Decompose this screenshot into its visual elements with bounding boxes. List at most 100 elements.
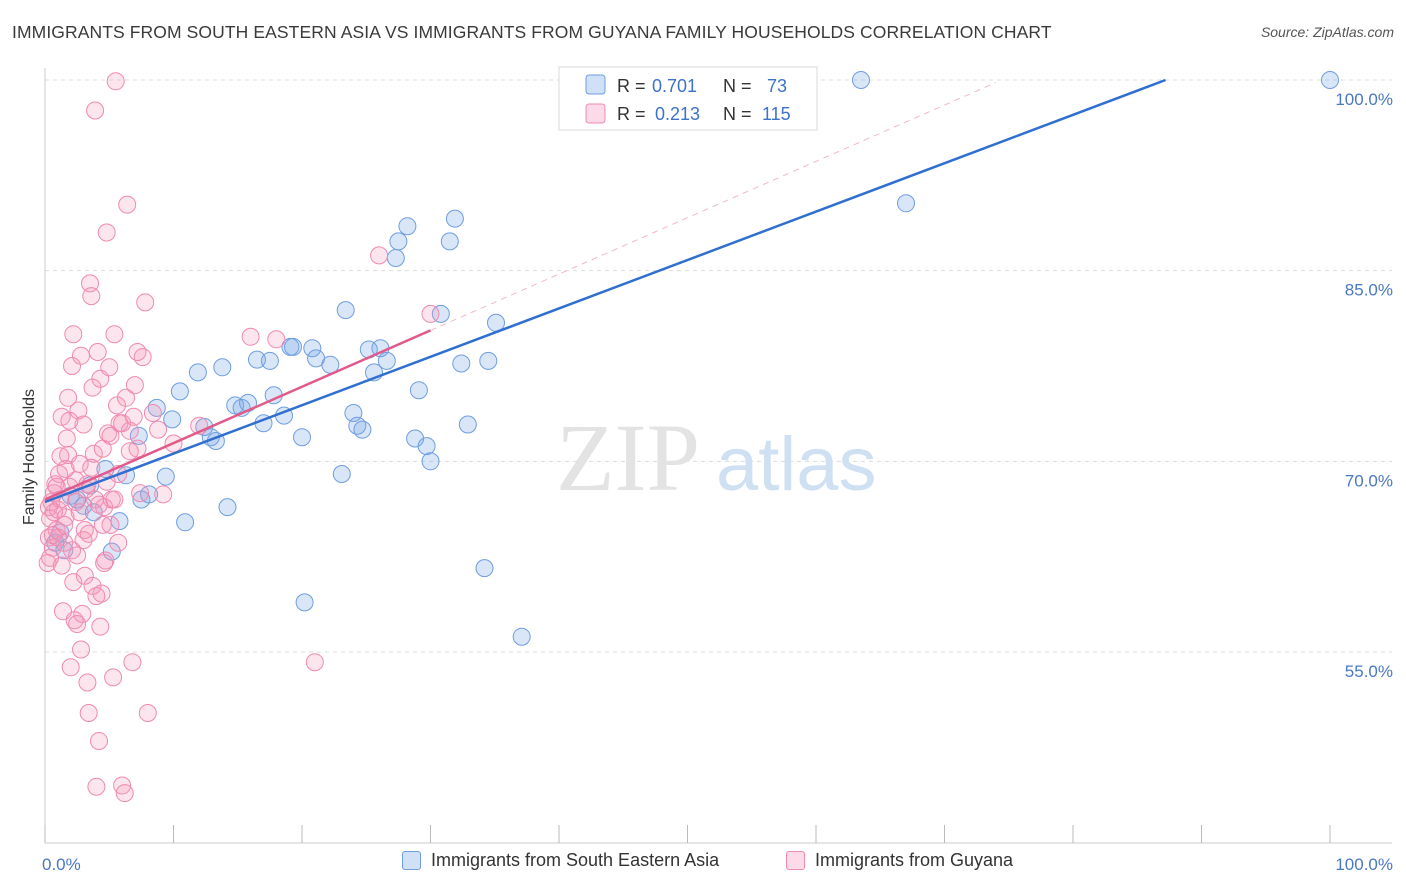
point-guyana bbox=[133, 348, 152, 367]
point-guyana bbox=[125, 376, 144, 395]
point-guyana bbox=[90, 495, 108, 514]
point-sea bbox=[332, 465, 351, 483]
point-guyana bbox=[105, 325, 124, 344]
point-guyana bbox=[74, 415, 93, 434]
point-sea bbox=[176, 513, 195, 532]
point-guyana bbox=[59, 446, 78, 464]
point-sea bbox=[303, 339, 322, 358]
point-guyana bbox=[56, 508, 75, 527]
point-guyana bbox=[64, 573, 83, 592]
legend-swatch-blue bbox=[585, 74, 606, 95]
point-guyana bbox=[370, 246, 389, 265]
point-guyana bbox=[241, 327, 260, 346]
point-guyana bbox=[136, 293, 155, 312]
bottom-legend-item-sea: Immigrants from South Eastern Asia bbox=[402, 850, 719, 871]
legend-r-label-1: R = bbox=[617, 76, 646, 96]
y-tick-label: 100.0% bbox=[1335, 90, 1393, 109]
point-sea bbox=[897, 194, 915, 213]
point-sea bbox=[293, 428, 311, 447]
bottom-legend-swatch-pink bbox=[786, 851, 805, 870]
point-guyana bbox=[79, 524, 98, 543]
point-guyana bbox=[88, 343, 107, 361]
point-sea bbox=[409, 381, 428, 400]
point-guyana bbox=[105, 490, 124, 509]
point-guyana bbox=[83, 576, 102, 595]
point-sea bbox=[386, 249, 405, 267]
point-guyana bbox=[143, 404, 162, 422]
point-guyana bbox=[100, 358, 119, 377]
point-sea bbox=[260, 351, 279, 370]
point-guyana bbox=[138, 704, 157, 722]
point-guyana bbox=[87, 777, 106, 796]
point-sea bbox=[852, 71, 870, 89]
point-guyana bbox=[131, 484, 150, 503]
point-guyana bbox=[90, 732, 108, 750]
legend-r-value-2: 0.213 bbox=[655, 104, 700, 124]
tick-labels: 55.0% 70.0% 85.0% 100.0% 0.0% 100.0% bbox=[42, 90, 1393, 874]
point-guyana bbox=[97, 223, 116, 242]
point-sea bbox=[458, 415, 477, 434]
y-tick-label: 70.0% bbox=[1345, 471, 1393, 490]
point-sea bbox=[248, 350, 266, 369]
source-credit: Source: ZipAtlas.com bbox=[1260, 24, 1394, 40]
point-guyana bbox=[99, 424, 117, 443]
watermark: ZIP atlas bbox=[556, 404, 877, 511]
point-guyana bbox=[104, 668, 123, 687]
point-sea bbox=[110, 512, 129, 531]
point-sea bbox=[163, 410, 182, 429]
point-guyana bbox=[78, 673, 97, 692]
trend-lines bbox=[44, 78, 1166, 504]
point-guyana bbox=[61, 658, 80, 677]
x-tick-label: 0.0% bbox=[42, 855, 81, 874]
legend-n-value-1: 73 bbox=[767, 76, 787, 96]
point-sea bbox=[156, 467, 175, 486]
point-guyana bbox=[95, 498, 114, 517]
legend: R = 0.701 N = 73 R = 0.213 N = 115 bbox=[558, 66, 818, 131]
trend-line-guyana-extension bbox=[430, 82, 997, 331]
point-sea bbox=[336, 301, 355, 320]
point-guyana bbox=[63, 541, 81, 560]
point-sea bbox=[452, 354, 471, 373]
point-guyana bbox=[108, 396, 126, 415]
point-guyana bbox=[56, 460, 75, 478]
point-guyana bbox=[91, 617, 110, 636]
axes bbox=[44, 68, 1392, 844]
point-guyana bbox=[75, 566, 94, 585]
point-guyana bbox=[421, 304, 440, 323]
point-sea bbox=[417, 437, 436, 456]
point-sea bbox=[479, 351, 498, 370]
point-guyana bbox=[64, 325, 83, 344]
point-sea bbox=[1321, 71, 1339, 89]
point-guyana bbox=[70, 503, 89, 522]
point-guyana bbox=[59, 388, 78, 407]
point-sea bbox=[421, 452, 440, 471]
point-sea bbox=[377, 351, 396, 370]
point-guyana bbox=[149, 420, 168, 439]
point-guyana bbox=[95, 554, 114, 572]
legend-r-label-2: R = bbox=[617, 104, 646, 124]
point-guyana bbox=[154, 485, 173, 504]
point-guyana bbox=[66, 493, 85, 511]
point-guyana bbox=[84, 444, 103, 463]
point-guyana bbox=[118, 195, 137, 214]
point-sea bbox=[512, 627, 531, 646]
point-guyana bbox=[57, 429, 76, 448]
point-guyana bbox=[52, 556, 71, 575]
point-guyana bbox=[43, 526, 62, 545]
point-guyana bbox=[101, 426, 120, 445]
point-guyana bbox=[45, 503, 63, 522]
legend-box bbox=[558, 66, 818, 131]
point-guyana bbox=[92, 584, 111, 603]
point-guyana bbox=[123, 653, 142, 672]
point-guyana bbox=[109, 533, 128, 552]
y-tick-label: 55.0% bbox=[1345, 662, 1393, 681]
point-sea bbox=[140, 485, 159, 504]
point-guyana bbox=[72, 640, 90, 659]
point-guyana bbox=[60, 411, 79, 430]
point-guyana bbox=[69, 401, 88, 420]
point-sea bbox=[295, 593, 314, 612]
watermark-atlas: atlas bbox=[716, 422, 877, 507]
point-guyana bbox=[63, 357, 81, 375]
point-guyana bbox=[82, 458, 101, 477]
